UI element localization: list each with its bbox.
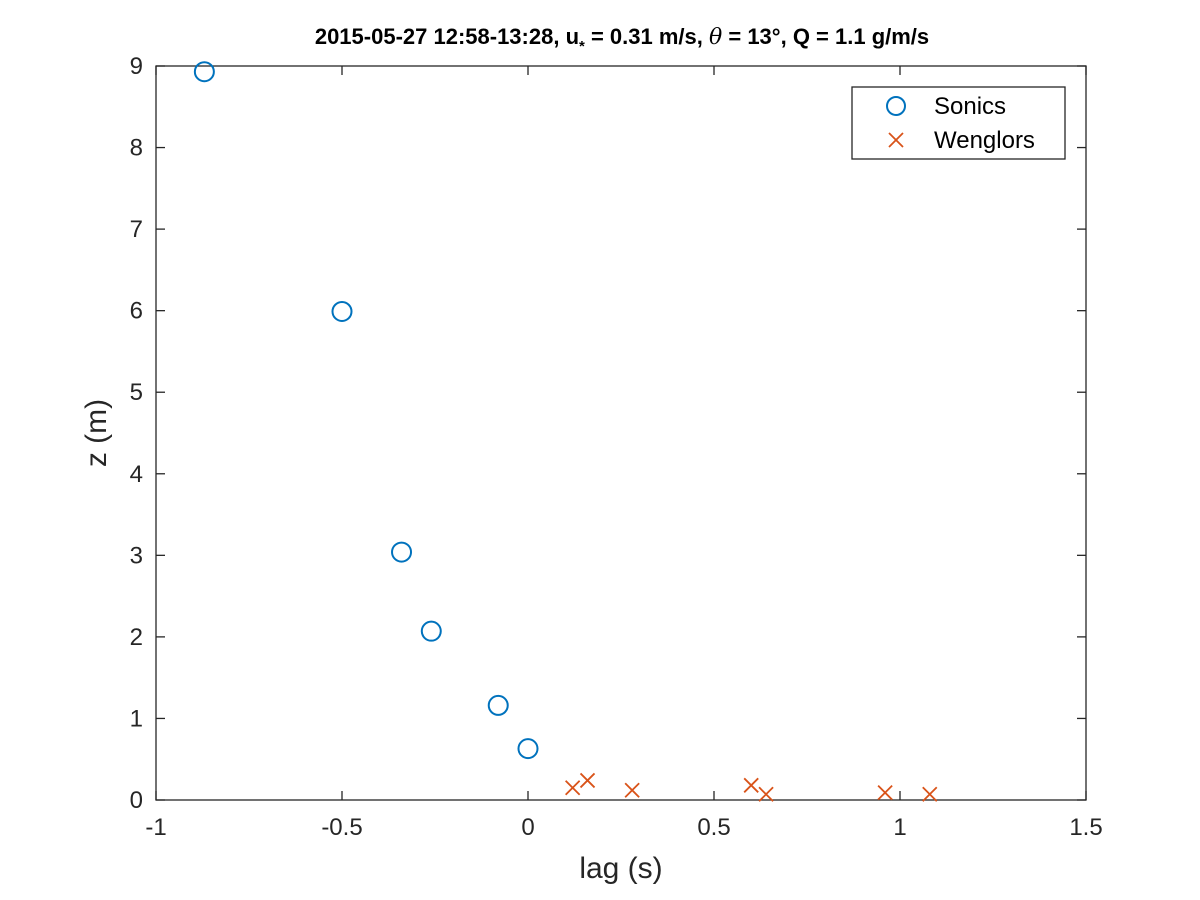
y-tick-label: 4	[130, 461, 143, 488]
x-tick-label: -0.5	[321, 814, 362, 841]
y-tick-label: 8	[130, 135, 143, 162]
title-theta-symbol: θ	[709, 25, 722, 50]
axis-ticks	[155, 65, 1087, 801]
x-tick-label: 1	[893, 814, 906, 841]
sonics-point	[487, 694, 509, 716]
data-markers	[193, 61, 938, 802]
title-date-time: 2015-05-27 12:58-13:28,	[315, 24, 566, 49]
sonics-point	[420, 620, 442, 642]
sonics-point	[517, 738, 539, 760]
title-theta-value: = 13°, Q = 1.1 g/m/s	[722, 24, 929, 49]
legend: Sonics Wenglors	[851, 86, 1066, 160]
x-axis-label: lag (s)	[579, 852, 662, 885]
y-tick-label: 1	[130, 705, 143, 732]
y-tick-label: 2	[130, 624, 143, 651]
legend-sonics-marker	[886, 96, 906, 116]
plot-area-frame	[155, 65, 1087, 801]
series-wenglors	[565, 772, 938, 802]
legend-box	[851, 86, 1066, 160]
legend-wenglors-label: Wenglors	[934, 127, 1035, 154]
sonics-point	[331, 300, 353, 322]
chart-title: 2015-05-27 12:58-13:28, u* = 0.31 m/s, θ…	[315, 24, 929, 55]
y-axis-label: z (m)	[80, 399, 113, 467]
x-tick-label: 1.5	[1069, 814, 1102, 841]
y-tick-label: 5	[130, 379, 143, 406]
y-tick-label: 7	[130, 216, 143, 243]
y-tick-label: 0	[130, 787, 143, 814]
y-tick-label: 9	[130, 53, 143, 80]
axis-tick-labels: -1 -0.5 0 0.5 1 1.5 0 1 2 3 4 5 6 7 8 9	[130, 53, 1103, 841]
series-sonics	[193, 61, 539, 760]
sonics-point	[193, 61, 215, 83]
y-tick-label: 3	[130, 542, 143, 569]
wenglors-point	[565, 780, 581, 796]
x-tick-label: 0	[521, 814, 534, 841]
legend-sonics-label: Sonics	[934, 93, 1006, 120]
wenglors-point	[758, 786, 774, 802]
plot-axes	[155, 65, 1087, 801]
x-tick-label: -1	[145, 814, 166, 841]
x-tick-label: 0.5	[697, 814, 730, 841]
wenglors-point	[624, 782, 640, 798]
wenglors-point	[877, 785, 893, 801]
wenglors-point	[743, 777, 759, 793]
sonics-point	[391, 541, 413, 563]
wenglors-point	[579, 772, 596, 789]
y-tick-label: 6	[130, 298, 143, 325]
title-ustar-symbol: u	[566, 24, 579, 49]
title-ustar-subscript: *	[579, 38, 585, 55]
title-ustar-value: = 0.31 m/s,	[585, 24, 709, 49]
legend-wenglors-marker	[888, 132, 904, 148]
wenglors-point	[922, 786, 938, 802]
